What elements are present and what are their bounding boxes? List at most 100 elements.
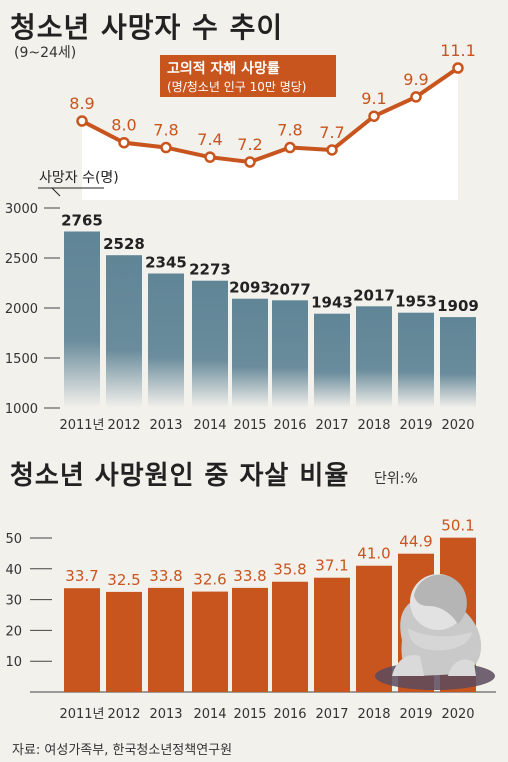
- ratio-data-label: 33.7: [65, 567, 98, 585]
- ratio-y-tick-label: 40: [5, 563, 22, 578]
- ratio-bar-2016: [272, 581, 308, 692]
- deaths-bar-2014: [192, 280, 228, 408]
- ratio-y-tick-label: 50: [5, 532, 22, 547]
- deaths-axis-title: 사망자 수(명): [38, 170, 119, 197]
- rate-legend-box: 고의적 자해 사망률 (명/청소년 인구 10만 명당): [160, 55, 336, 97]
- suicide-ratio-title: 청소년 사망원인 중 자살 비율: [10, 461, 350, 491]
- rate-line: [81, 66, 460, 164]
- deaths-x-labels: 2011년 2012 2013 2014 2015 2016 2017 2018 2019 202…: [59, 418, 474, 433]
- ratio-x-tick-label: 2020: [441, 707, 474, 722]
- ratio-data-label: 37.1: [315, 557, 348, 575]
- ratio-x-labels: 2011년 2012 2013 2014 2015 2016 2017 2018 2019 202…: [59, 707, 474, 722]
- deaths-data-label: 2017: [353, 286, 395, 304]
- ratio-data-label: 33.8: [233, 567, 266, 585]
- ratio-x-tick-label: 2018: [357, 707, 390, 722]
- deaths-data-label: 2345: [145, 254, 187, 272]
- deaths-x-tick-label: 2017: [315, 418, 348, 433]
- rate-point-2018: [368, 110, 380, 122]
- rate-line-series: 8.9 8.0 7.8 7.4 7.2 7.8 7.7 9.1 9.9 11.1: [69, 41, 476, 168]
- deaths-x-tick-label: 2014: [193, 418, 226, 433]
- deaths-bar-2012: [106, 255, 142, 408]
- ratio-x-tick-label: 2017: [315, 707, 348, 722]
- deaths-data-label: 1943: [311, 294, 353, 312]
- rate-legend-background: [160, 55, 336, 97]
- ratio-bar-2012: [106, 591, 142, 692]
- ratio-data-label: 32.5: [107, 571, 140, 589]
- rate-data-label: 9.9: [403, 70, 428, 89]
- ratio-data-label: 44.9: [399, 533, 432, 551]
- rate-point-2011: [76, 115, 88, 127]
- deaths-x-tick-label: 2011년: [59, 418, 104, 433]
- ratio-x-tick-label: 2012: [107, 707, 140, 722]
- deaths-x-tick-label: 2013: [149, 418, 182, 433]
- ratio-x-tick-label: 2014: [193, 707, 226, 722]
- deaths-x-tick-label: 2019: [399, 418, 432, 433]
- axis-title-callout-line: [38, 187, 104, 197]
- rate-area-fill: [82, 68, 458, 200]
- source-note: 자료: 여성가족부, 한국청소년정책연구원: [12, 743, 233, 758]
- unit-label: 단위:%: [374, 471, 418, 487]
- deaths-x-tick-label: 2015: [233, 418, 266, 433]
- rate-point-2012: [118, 136, 130, 149]
- age-range-subtitle: (9~24세): [14, 45, 77, 61]
- ratio-y-tick-label: 20: [5, 624, 22, 639]
- deaths-bar-2011: [64, 231, 100, 408]
- deaths-x-tick-label: 2020: [441, 418, 474, 433]
- ratio-bar-2011: [64, 588, 100, 692]
- child-arms: [408, 628, 472, 651]
- ratio-x-tick-label: 2013: [149, 707, 182, 722]
- rate-data-label: 8.9: [69, 94, 94, 113]
- rate-point-2020: [452, 62, 464, 74]
- ratio-bar-2013: [148, 587, 184, 692]
- child-legs: [392, 654, 476, 676]
- page-title: 청소년 사망자 수 추이: [10, 11, 284, 44]
- deaths-x-tick-label: 2016: [273, 418, 306, 433]
- rate-point-2014: [204, 151, 216, 163]
- ratio-data-label: 32.6: [193, 571, 226, 589]
- deaths-bar-2019: [398, 312, 434, 408]
- ratio-y-tick-label: 30: [5, 594, 22, 609]
- ratio-bar-2014: [192, 591, 228, 692]
- deaths-bar-2013: [148, 273, 184, 408]
- ratio-x-tick-label: 2015: [233, 707, 266, 722]
- deaths-y-tick-label: 2000: [5, 302, 38, 317]
- sad-child-illustration: [375, 574, 495, 690]
- ratio-x-tick-label: 2019: [399, 707, 432, 722]
- ratio-x-tick-label: 2011년: [59, 707, 104, 722]
- ratio-bar-2017: [314, 577, 350, 692]
- deaths-y-tick-label: 3000: [5, 202, 38, 217]
- rate-data-label: 11.1: [440, 41, 476, 60]
- rate-data-label: 7.4: [197, 130, 222, 149]
- ratio-data-label: 50.1: [441, 517, 474, 535]
- deaths-data-label: 2093: [229, 279, 271, 297]
- rate-point-2017: [326, 144, 338, 156]
- ratio-y-tick-label: 10: [5, 655, 22, 670]
- rate-data-label: 7.7: [319, 123, 344, 142]
- rate-data-label: 8.0: [111, 116, 136, 135]
- ratio-data-label: 35.8: [273, 561, 306, 579]
- deaths-x-tick-label: 2012: [107, 418, 140, 433]
- ratio-bar-2015: [232, 587, 268, 692]
- deaths-data-label: 1953: [395, 293, 437, 311]
- deaths-y-tick-label: 1000: [5, 402, 38, 417]
- rate-point-2016: [284, 141, 296, 154]
- deaths-data-label: 2273: [189, 261, 231, 279]
- deaths-y-tick-label: 2500: [5, 252, 38, 267]
- deaths-data-label: 2765: [61, 212, 103, 230]
- rate-point-2015: [244, 156, 256, 168]
- deaths-bar-2015: [232, 298, 268, 408]
- ratio-data-label: 33.8: [149, 567, 182, 585]
- rate-data-label: 7.8: [153, 121, 178, 140]
- deaths-ylabel: 사망자 수(명): [39, 170, 119, 186]
- rate-data-label: 9.1: [361, 89, 386, 108]
- child-hair: [414, 574, 467, 624]
- deaths-x-tick-label: 2018: [357, 418, 390, 433]
- deaths-bar-2020: [440, 317, 476, 408]
- ratio-data-label: 41.0: [357, 545, 390, 563]
- deaths-data-label: 1909: [437, 297, 479, 315]
- deaths-data-label: 2077: [269, 280, 311, 298]
- deaths-bar-2017: [314, 313, 350, 408]
- deaths-data-label: 2528: [103, 235, 145, 253]
